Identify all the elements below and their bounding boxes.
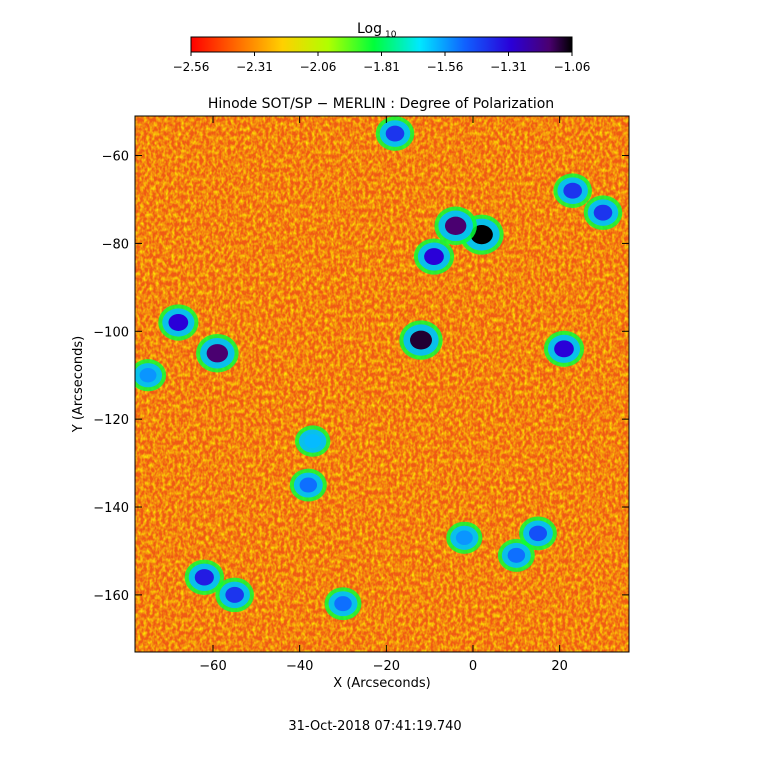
patch-core <box>455 530 473 546</box>
x-axis-ticks: −60 −40 −20 0 20 <box>199 116 568 674</box>
colorbar: Log 10 −2.56 −2.31 −2.06 −1.81 −1.56 −1.31 −1.… <box>173 21 591 74</box>
patch-core <box>424 248 444 266</box>
heatmap-texture <box>135 116 629 652</box>
y-tick-label: −120 <box>93 413 129 428</box>
patch-core <box>593 204 613 221</box>
timestamp: 31-Oct-2018 07:41:19.740 <box>288 719 461 734</box>
x-tick-label: 0 <box>469 659 477 674</box>
heatmap-patches <box>135 116 623 621</box>
patch-core <box>334 596 352 612</box>
patch-core <box>304 434 321 449</box>
colorbar-tick-label: −2.06 <box>300 60 337 74</box>
patch-core <box>563 182 582 199</box>
colorbar-tick-label: −2.56 <box>173 60 210 74</box>
y-tick-label: −160 <box>93 589 129 604</box>
patch-core <box>554 340 574 358</box>
patch-core <box>139 367 157 383</box>
x-tick-label: −20 <box>373 659 400 674</box>
plot-area: −60 −40 −20 0 20 −60 −80 −100 −120 −140 −160 <box>93 115 630 674</box>
y-tick-label: −60 <box>102 150 129 165</box>
patch-core <box>206 344 229 363</box>
x-tick-label: −40 <box>286 659 313 674</box>
colorbar-tick-label: −1.31 <box>490 60 527 74</box>
y-tick-label: −100 <box>93 325 129 340</box>
colorbar-label-base: Log <box>357 21 382 37</box>
patch-core <box>168 314 189 331</box>
x-tick-label: −60 <box>199 659 226 674</box>
colorbar-gradient <box>190 36 573 53</box>
x-axis-label: X (Arcseconds) <box>333 676 430 691</box>
patch-core <box>225 586 244 603</box>
y-tick-label: −140 <box>93 501 129 516</box>
y-axis-label: Y (Arcseconds) <box>71 336 86 433</box>
colorbar-tick-label: −1.81 <box>363 60 400 74</box>
y-axis-ticks: −60 −80 −100 −120 −140 −160 <box>93 150 629 604</box>
colorbar-tick-label: −2.31 <box>236 60 273 74</box>
patch-core <box>299 477 318 493</box>
colorbar-label-subscript: 10 <box>385 30 397 40</box>
x-tick-label: 20 <box>551 659 568 674</box>
patch-core <box>385 125 405 142</box>
plot-frame <box>134 115 630 653</box>
colorbar-tick-label: −1.56 <box>427 60 464 74</box>
chart-title: Hinode SOT/SP − MERLIN : Degree of Polar… <box>208 96 554 112</box>
colorbar-ticks: −2.56 −2.31 −2.06 −1.81 −1.56 −1.31 −1.06 <box>173 52 591 74</box>
patch-core <box>528 525 548 542</box>
patch-core <box>507 547 526 563</box>
y-tick-label: −80 <box>102 237 129 252</box>
patch-core <box>444 216 467 236</box>
patch-core <box>410 330 432 350</box>
colorbar-tick-label: −1.06 <box>554 60 591 74</box>
patch-core <box>194 569 214 586</box>
